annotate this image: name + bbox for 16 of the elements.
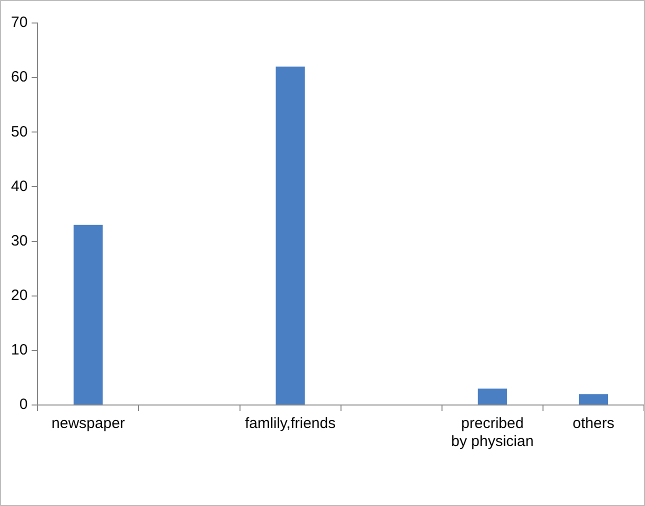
y-tick-label: 60 bbox=[10, 68, 28, 86]
x-tick-label: precribed by physician bbox=[451, 415, 534, 450]
y-tick-label: 40 bbox=[10, 178, 28, 195]
y-tick-label: 30 bbox=[10, 232, 28, 250]
y-tick-label: 50 bbox=[10, 123, 28, 140]
bar bbox=[478, 388, 507, 404]
x-tick-label: others bbox=[572, 415, 614, 432]
bar bbox=[74, 224, 103, 404]
bar bbox=[578, 394, 608, 404]
x-tick-label: newspaper bbox=[52, 415, 125, 432]
bar bbox=[276, 66, 305, 404]
x-tick-label: famlily,friends bbox=[245, 415, 336, 432]
y-tick-label: 0 bbox=[19, 396, 28, 414]
y-tick-label: 70 bbox=[10, 14, 28, 32]
y-tick-label: 10 bbox=[10, 342, 28, 359]
y-tick-label: 20 bbox=[10, 287, 28, 304]
